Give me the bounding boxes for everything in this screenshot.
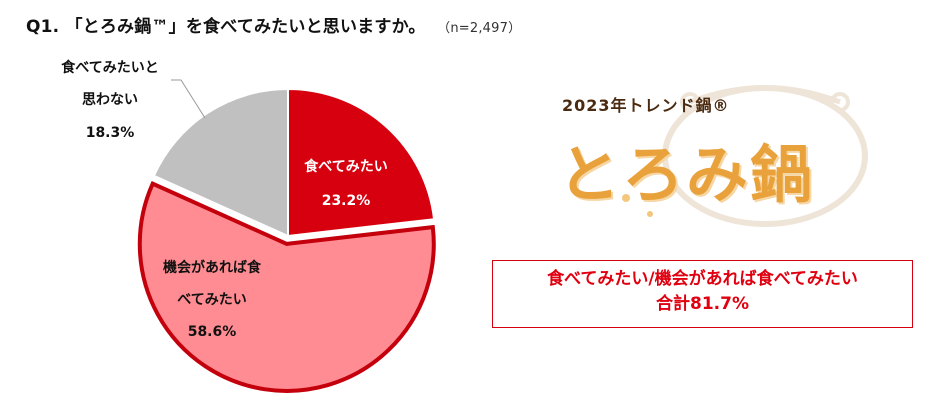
slice-label-3-line-1: 食べてみたいと (61, 59, 158, 76)
slice-value-1: 23.2% (322, 193, 371, 209)
logo-year-text: 2023年トレンド鍋® (562, 96, 730, 115)
pie-slice-3 (152, 87, 289, 238)
total-summary-box: 食べてみたい/機会があれば食べてみたい 合計81.7% (492, 260, 913, 328)
logo-name-text: とろみ鍋 (558, 138, 815, 211)
chart-title: Q1. 「とろみ鍋™」を食べてみたいと思いますか。 （n=2,497） (26, 12, 521, 37)
slice-label-1-line-1: 食べてみたい (304, 158, 387, 175)
slice-label-3-line-2: 思わない (82, 92, 138, 108)
leader-line (171, 79, 206, 119)
sample-size: （n=2,497） (443, 21, 522, 36)
summary-line-2: 合計81.7% (656, 294, 749, 314)
pie-slice-1 (287, 87, 436, 238)
trend-nabe-logo: 2023年トレンド鍋® とろみ鍋 (540, 68, 880, 238)
summary-line-1: 食べてみたい/機会があれば食べてみたい (547, 269, 858, 289)
slice-value-2: 58.6% (188, 324, 237, 340)
pot-outline-icon (622, 85, 868, 227)
slice-label-2-line-1: 機会があれば食 (163, 259, 262, 276)
pie-slice-2 (137, 181, 436, 393)
slice-value-3: 18.3% (86, 125, 135, 141)
slice-label-2-line-2: べてみたい (177, 292, 246, 308)
question-text: Q1. 「とろみ鍋™」を食べてみたいと思いますか。 (26, 17, 426, 37)
